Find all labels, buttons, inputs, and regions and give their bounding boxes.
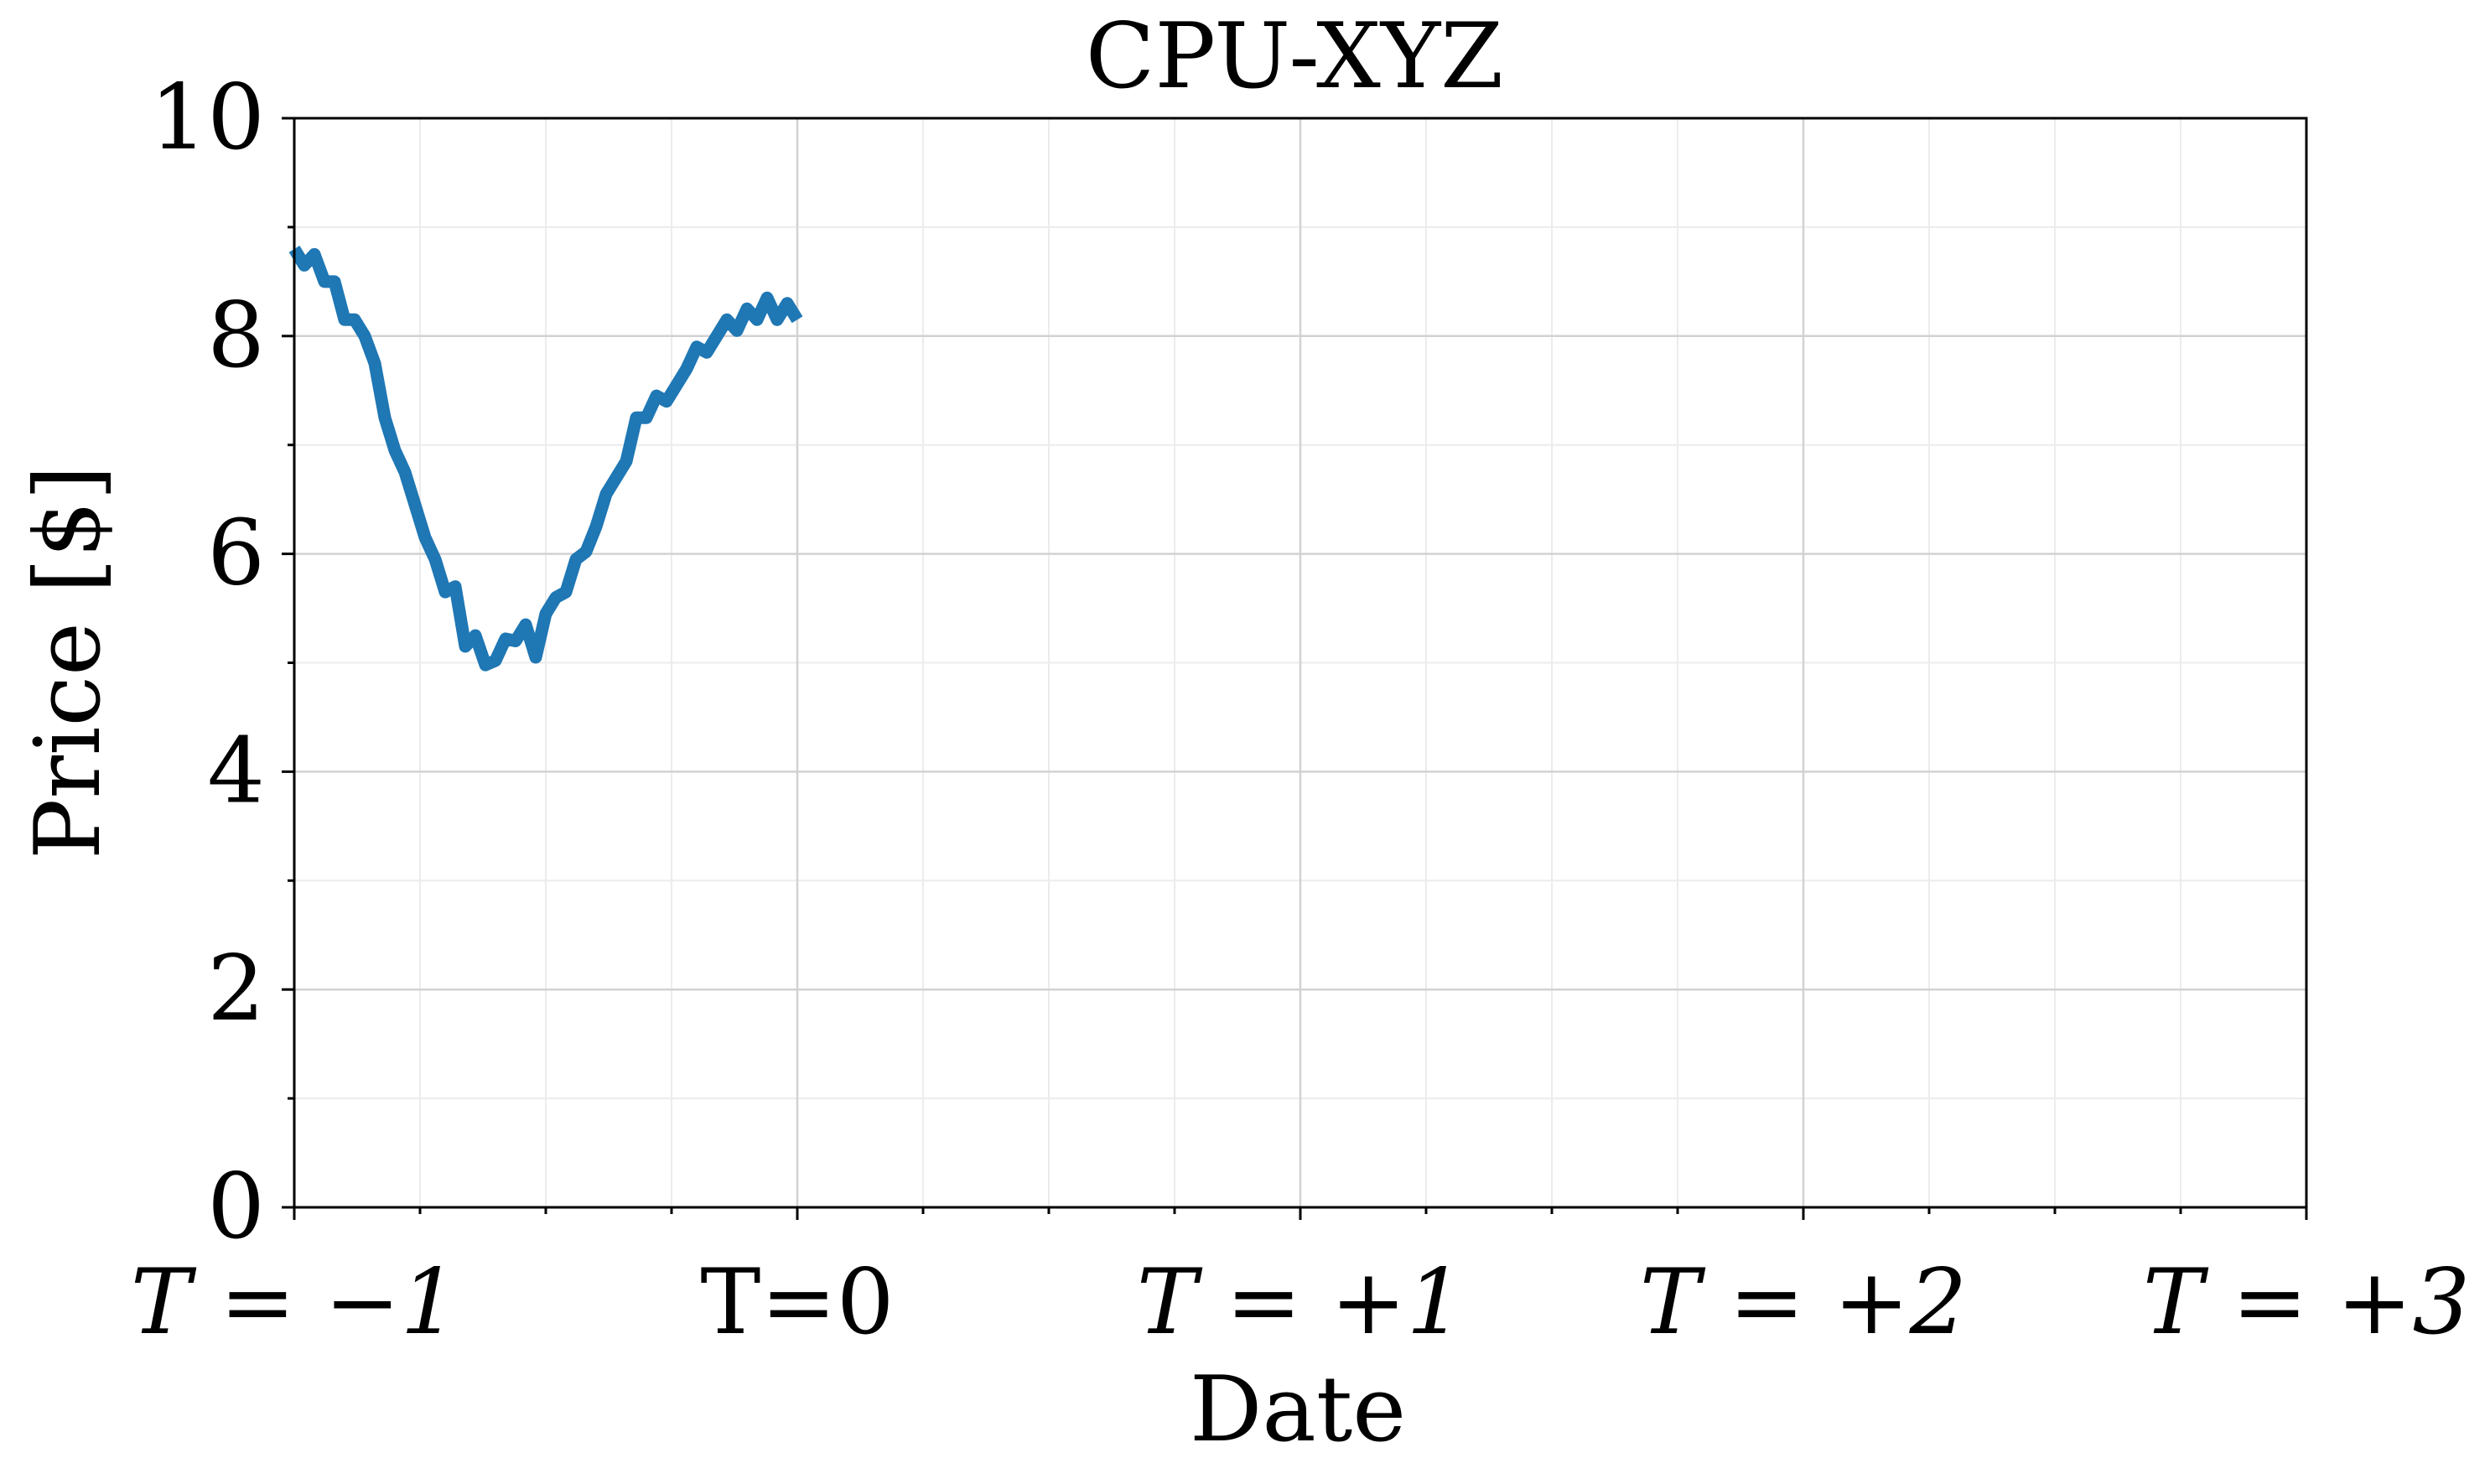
- y-tick-labels: 0 2 4 6 8 10: [150, 65, 265, 1259]
- y-tick-label: 0: [207, 1155, 265, 1259]
- x-tick-labels: T = −1 T=0 T = +1 T = +2 T = +3: [131, 1250, 2470, 1355]
- x-tick-label: T = −1: [131, 1250, 458, 1355]
- chart-title: CPU-XYZ: [1086, 4, 1503, 109]
- y-tick-label: 2: [207, 937, 265, 1041]
- y-tick-label: 10: [150, 65, 265, 170]
- y-axis-label: Price [$]: [16, 465, 121, 860]
- grid: [293, 117, 2308, 1209]
- x-tick-label: T = +1: [1137, 1250, 1464, 1355]
- y-tick-label: 8: [207, 283, 265, 388]
- price-series-line: [288, 245, 803, 672]
- y-tick-label: 4: [207, 719, 265, 823]
- y-tick-label: 6: [207, 501, 265, 606]
- x-tick-label: T = +3: [2143, 1250, 2470, 1355]
- x-axis-label: Date: [1190, 1357, 1406, 1462]
- x-tick-label: T = +2: [1640, 1250, 1967, 1355]
- x-tick-label: T=0: [700, 1250, 894, 1355]
- series-layer: [288, 245, 803, 672]
- axis-ticks: [282, 117, 2308, 1220]
